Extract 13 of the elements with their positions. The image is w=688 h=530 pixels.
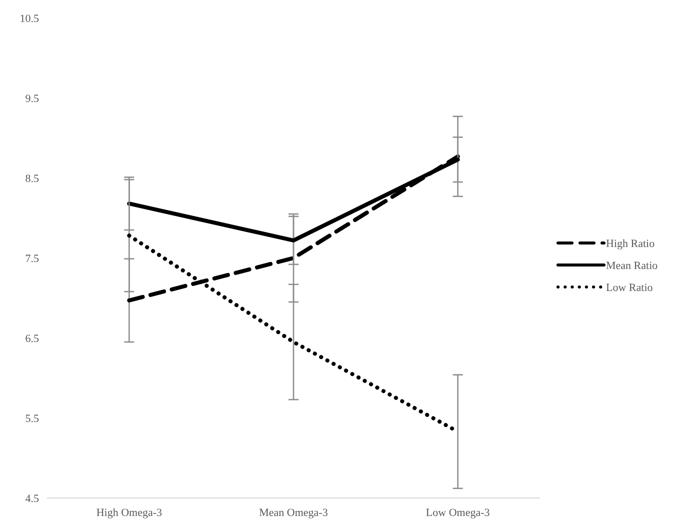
y-tick-label: 6.5 [25,332,40,345]
y-tick-label: 8.5 [25,172,40,185]
x-tick-label: High Omega-3 [96,507,162,519]
x-tick-label: Low Omega-3 [426,507,490,519]
legend-label: Mean Ratio [606,260,658,272]
y-tick-label: 10.5 [20,12,40,25]
legend-label: High Ratio [606,238,656,250]
y-tick-label: 4.5 [25,492,40,505]
y-tick-label: 7.5 [25,252,40,265]
y-tick-label: 9.5 [25,92,40,105]
x-tick-label: Mean Omega-3 [259,507,328,519]
y-tick-label: 5.5 [25,412,40,425]
legend-label: Low Ratio [606,282,654,294]
